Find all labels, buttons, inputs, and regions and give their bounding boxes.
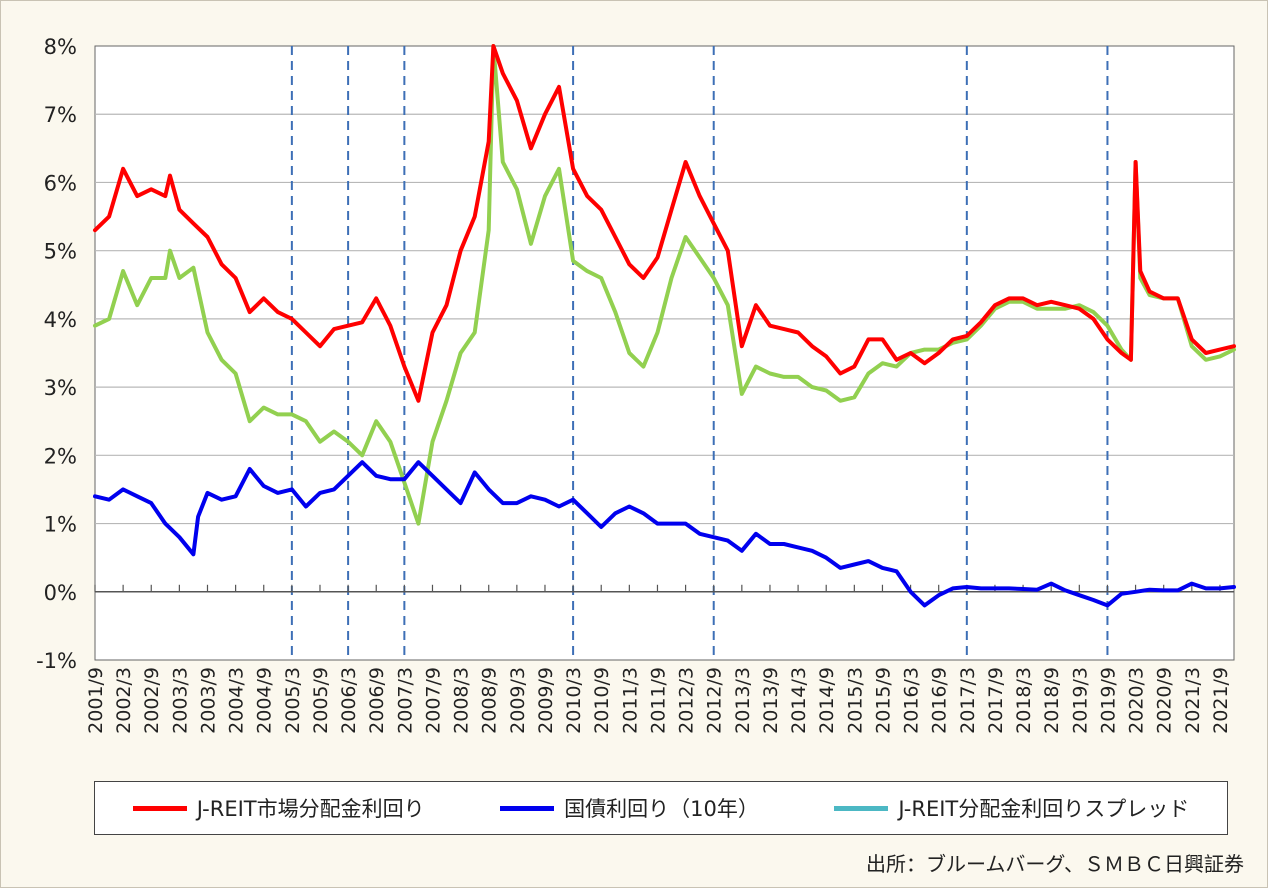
source-note: 出所：ブルームバーグ、ＳＭＢＣ日興証券 [866,852,1244,876]
series-line-1 [93,460,1236,608]
x-tick-label: 2018/9 [1041,667,1063,734]
x-tick-label: 2002/3 [113,667,135,734]
x-tick-label: 2016/3 [901,667,923,734]
x-tick-label: 2004/9 [254,667,276,734]
x-tick-label: 2003/9 [197,667,219,734]
series-line-2 [93,44,1236,526]
legend: J-REIT市場分配金利回り 国債利回り（10年） J-REIT分配金利回りスプ… [94,781,1228,835]
legend-item-spread: J-REIT分配金利回りスプレッド [834,793,1189,823]
y-axis-ticks: 8% 7% 6% 5% 4% 3% 2% 1% 0% -1% [36,35,77,673]
x-tick-label: 2017/9 [985,667,1007,734]
x-tick-label: 2017/3 [957,667,979,734]
x-tick-label: 2001/9 [85,667,107,734]
x-tick-label: 2011/3 [619,667,641,734]
y-tick-label: 7% [44,103,77,127]
legend-swatch-spread [834,805,889,811]
x-tick-label: 2013/3 [732,667,754,734]
x-tick-label: 2013/9 [760,667,782,734]
y-tick-label: 6% [44,171,77,195]
y-tick-label: 0% [44,581,77,605]
plot-area [94,45,1235,661]
x-tick-label: 2014/3 [788,667,810,734]
x-tick-label: 2004/3 [226,667,248,734]
x-tick-label: 2021/3 [1182,667,1204,734]
legend-item-reit-yield: J-REIT市場分配金利回り [132,793,425,823]
legend-label-reit-yield: J-REIT市場分配金利回り [196,797,425,821]
x-tick-label: 2019/3 [1069,667,1091,734]
legend-label-jgb-yield: 国債利回り（10年） [564,797,759,821]
x-axis-ticks: 2001/9 2002/3 2002/9 2003/3 2003/9 2004/3 2004… [85,667,1232,734]
x-tick-label: 2021/9 [1210,667,1232,734]
x-tick-label: 2003/3 [169,667,191,734]
x-tick-label: 2008/3 [451,667,473,734]
x-tick-label: 2005/3 [282,667,304,734]
y-tick-label: 8% [44,35,77,59]
reference-lines [290,46,1109,660]
y-tick-label: 1% [44,513,77,537]
x-tick-label: 2007/3 [394,667,416,734]
x-tick-label: 2007/9 [422,667,444,734]
legend-item-jgb-yield: 国債利回り（10年） [500,793,759,823]
x-tick-label: 2002/9 [141,667,163,734]
series-lines [93,44,1236,608]
legend-swatch-reit-yield [132,805,187,811]
x-tick-label: 2020/9 [1154,667,1176,734]
x-tick-label: 2006/3 [338,667,360,734]
legend-swatch-jgb-yield [500,805,555,811]
y-tick-label: -1% [36,649,77,673]
x-tick-label: 2020/3 [1126,667,1148,734]
legend-label-spread: J-REIT分配金利回りスプレッド [898,797,1190,821]
y-gridlines [95,113,1234,525]
x-tick-label: 2010/9 [591,667,613,734]
x-tick-label: 2015/9 [872,667,894,734]
x-tick-label: 2005/9 [310,667,332,734]
x-tick-label: 2006/9 [366,667,388,734]
series-line-0 [93,44,1236,403]
x-tick-label: 2018/3 [1013,667,1035,734]
x-tick-label: 2016/9 [929,667,951,734]
y-tick-label: 4% [44,308,77,332]
x-tick-label: 2008/9 [479,667,501,734]
x-tick-label: 2010/3 [563,667,585,734]
x-tick-label: 2012/3 [676,667,698,734]
x-tick-label: 2012/9 [704,667,726,734]
x-tick-label: 2009/3 [507,667,529,734]
x-tick-label: 2014/9 [816,667,838,734]
y-tick-label: 5% [44,240,77,264]
x-tick-label: 2009/9 [535,667,557,734]
x-tick-label: 2019/9 [1097,667,1119,734]
y-tick-label: 3% [44,376,77,400]
x-tick-label: 2011/9 [647,667,669,734]
x-tick-label: 2015/3 [844,667,866,734]
y-tick-label: 2% [44,444,77,468]
